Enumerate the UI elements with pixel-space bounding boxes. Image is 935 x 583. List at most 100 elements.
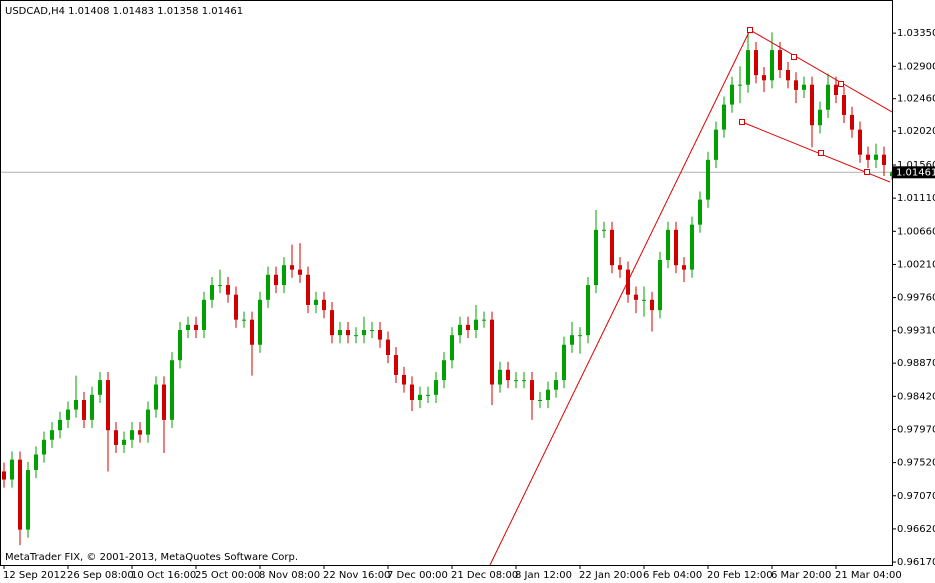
candle-body — [162, 384, 166, 420]
candle-body — [858, 129, 862, 155]
candle-body — [386, 339, 390, 356]
candle-body — [226, 285, 230, 295]
candle-body — [818, 109, 822, 126]
y-tick-label: 0.96170 — [897, 557, 935, 568]
candle-body — [650, 299, 654, 311]
candle-body — [810, 84, 814, 126]
channel-upper — [749, 29, 893, 113]
candle-body — [706, 159, 710, 200]
x-tick-label: 8 Jan 12:00 — [515, 570, 572, 581]
x-tick-label: 20 Feb 12:00 — [707, 570, 773, 581]
candle-body — [826, 84, 830, 110]
candle-body — [594, 229, 598, 286]
candle-body — [10, 459, 14, 480]
candle-body — [98, 380, 102, 395]
x-tick-label: 21 Mar 04:00 — [835, 570, 902, 581]
candle-body — [546, 389, 550, 400]
x-tick-label: 12 Sep 2012 — [3, 570, 66, 581]
candle-body — [658, 260, 662, 311]
candle-body — [442, 360, 446, 381]
candle-body — [778, 50, 782, 70]
y-tick-label: 1.03350 — [897, 28, 935, 39]
candle-body — [722, 104, 726, 130]
candle-body — [762, 75, 766, 81]
candle-body — [634, 294, 638, 300]
candle-body — [602, 229, 606, 231]
candle-body — [514, 380, 518, 382]
candle-body — [306, 274, 310, 305]
candle-body — [266, 274, 270, 300]
candle-body — [202, 299, 206, 331]
y-tick-label: 1.02900 — [897, 61, 935, 72]
candle-body — [466, 324, 470, 331]
x-tick-label: 6 Feb 04:00 — [643, 570, 702, 581]
x-tick-label: 21 Dec 08:00 — [451, 570, 518, 581]
candle-body — [42, 439, 46, 455]
chart-title: USDCAD,H4 1.01408 1.01483 1.01358 1.0146… — [5, 6, 243, 17]
candle-body — [770, 50, 774, 81]
anchor-point — [747, 27, 753, 33]
candle-body — [282, 265, 286, 286]
x-tick-label: 10 Oct 16:00 — [131, 570, 196, 581]
candle-body — [154, 384, 158, 410]
y-tick-label: 0.97070 — [897, 491, 935, 502]
candle-body — [74, 399, 78, 410]
y-tick-label: 0.99760 — [897, 293, 935, 304]
candle-body — [866, 154, 870, 160]
y-tick-label: 0.99310 — [897, 326, 935, 337]
candle-body — [874, 154, 878, 160]
candle-body — [338, 330, 342, 336]
candle-body — [842, 95, 846, 115]
candle-body — [738, 84, 742, 86]
candle-body — [450, 335, 454, 361]
candle-body — [34, 454, 38, 470]
candle-body — [418, 394, 422, 400]
anchor-point — [739, 119, 745, 125]
x-tick-label: 6 Mar 20:00 — [771, 570, 831, 581]
candle-body — [330, 310, 334, 336]
candle-body — [562, 344, 566, 381]
y-tick-label: 0.98420 — [897, 391, 935, 402]
candle-body — [458, 324, 462, 336]
y-tick-label: 0.97970 — [897, 424, 935, 435]
candle-body — [354, 335, 358, 337]
candle-body — [106, 380, 110, 431]
candle-body — [290, 265, 294, 270]
current-price-tag — [893, 166, 935, 179]
candle-body — [754, 50, 758, 76]
candle-body — [714, 129, 718, 160]
candle-body — [522, 380, 526, 382]
candle-body — [394, 355, 398, 375]
x-tick-label: 8 Nov 08:00 — [259, 570, 320, 581]
candle-body — [210, 285, 214, 300]
candle-body — [50, 430, 54, 440]
candle-body — [426, 394, 430, 396]
candle-body — [370, 330, 374, 332]
candle-body — [66, 409, 70, 420]
candle-body — [90, 394, 94, 420]
trend-line — [489, 29, 751, 566]
candle-body — [122, 439, 126, 445]
candle-body — [690, 224, 694, 270]
y-tick-label: 1.01110 — [897, 193, 935, 204]
candle-body — [834, 84, 838, 96]
candle-body — [682, 265, 686, 270]
candle-body — [378, 330, 382, 340]
candle-body — [642, 299, 646, 301]
candle-body — [130, 430, 134, 440]
candle-body — [666, 229, 670, 261]
candle-body — [186, 324, 190, 331]
candle-body — [746, 50, 750, 85]
y-tick-label: 1.00660 — [897, 226, 935, 237]
candle-body — [194, 324, 198, 331]
candle-body — [538, 399, 542, 401]
candle-body — [802, 84, 806, 90]
candle-body — [18, 459, 22, 530]
y-tick-label: 1.02460 — [897, 94, 935, 105]
candle-body — [434, 380, 438, 395]
anchor-point — [791, 54, 797, 60]
candle-body — [138, 430, 142, 435]
candle-body — [274, 274, 278, 286]
candle-body — [322, 299, 326, 311]
